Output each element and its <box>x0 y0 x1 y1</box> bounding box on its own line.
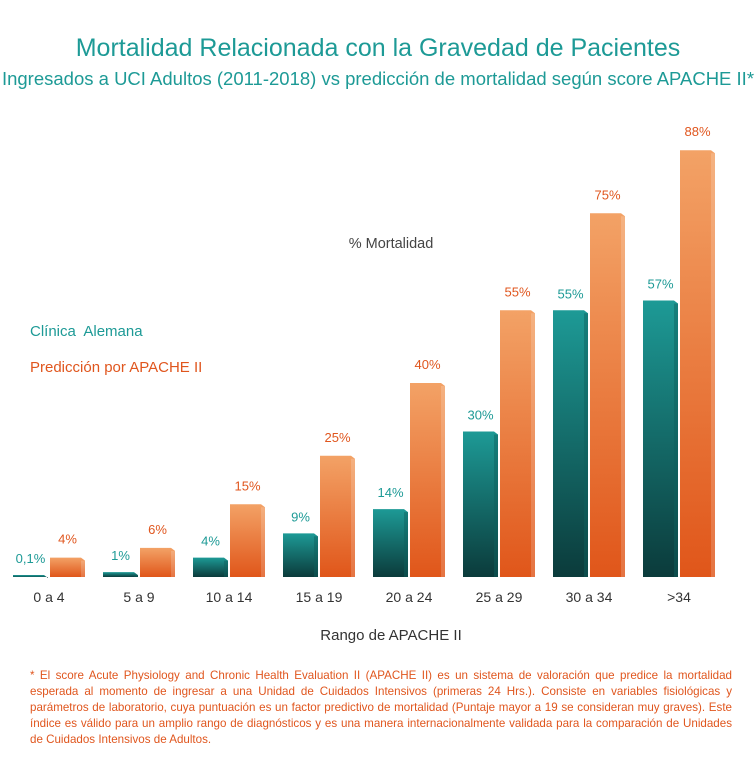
bar-prediccion-apache-7 <box>680 150 715 577</box>
chart-subtitle: Ingresados a UCI Adultos (2011-2018) vs … <box>1 68 755 89</box>
bar-side-prediccion-apache-2 <box>261 507 265 577</box>
data-label-prediccion-apache-6: 75% <box>594 187 620 202</box>
bar-side-prediccion-apache-5 <box>531 313 535 577</box>
data-label-clinica-alemana-5: 30% <box>467 408 493 423</box>
bar-clinica-alemana-2 <box>193 557 228 577</box>
bar-clinica-alemana-5 <box>463 431 498 577</box>
bar-side-clinica-alemana-1 <box>134 575 138 577</box>
bar-side-clinica-alemana-7 <box>674 303 678 577</box>
bar-prediccion-apache-4 <box>410 383 445 577</box>
bar-prediccion-apache-3 <box>320 455 355 577</box>
bar-side-clinica-alemana-6 <box>584 313 588 577</box>
bar-prediccion-apache-5 <box>500 310 535 577</box>
bar-prediccion-apache-1 <box>140 547 175 577</box>
bar-side-clinica-alemana-4 <box>404 512 408 577</box>
data-label-prediccion-apache-4: 40% <box>414 357 440 372</box>
legend-clinica-alemana: Clínica Alemana <box>30 323 143 340</box>
bar-side-prediccion-apache-4 <box>441 386 445 577</box>
data-label-clinica-alemana-0: 0,1% <box>16 551 46 566</box>
data-label-prediccion-apache-2: 15% <box>234 478 260 493</box>
bar-side-clinica-alemana-5 <box>494 434 498 577</box>
data-label-prediccion-apache-3: 25% <box>324 430 350 445</box>
data-label-prediccion-apache-7: 88% <box>684 124 710 139</box>
bar-side-prediccion-apache-6 <box>621 216 625 577</box>
x-tick-label-0: 0 a 4 <box>33 589 64 605</box>
data-label-clinica-alemana-7: 57% <box>647 277 673 292</box>
x-tick-label-7: >34 <box>667 589 691 605</box>
bar-clinica-alemana-3 <box>283 533 318 577</box>
x-tick-label-3: 15 a 19 <box>296 589 343 605</box>
bar-side-clinica-alemana-3 <box>314 536 318 577</box>
bar-clinica-alemana-6 <box>553 310 588 577</box>
bar-clinica-alemana-1 <box>103 572 138 577</box>
x-tick-label-2: 10 a 14 <box>206 589 253 605</box>
data-label-clinica-alemana-3: 9% <box>291 509 310 524</box>
bar-prediccion-apache-2 <box>230 504 265 577</box>
data-label-prediccion-apache-1: 6% <box>148 522 167 537</box>
x-tick-label-1: 5 a 9 <box>123 589 154 605</box>
bar-clinica-alemana-0 <box>13 575 48 578</box>
bar-side-prediccion-apache-7 <box>711 153 715 577</box>
chart-title: Mortalidad Relacionada con la Gravedad d… <box>75 34 681 62</box>
data-label-clinica-alemana-1: 1% <box>111 548 130 563</box>
bar-prediccion-apache-0 <box>50 557 85 577</box>
data-label-prediccion-apache-5: 55% <box>504 284 530 299</box>
bar-side-clinica-alemana-2 <box>224 560 228 577</box>
bar-clinica-alemana-4 <box>373 509 408 577</box>
footnote: * El score Acute Physiology and Chronic … <box>30 669 732 746</box>
x-axis-label: Rango de APACHE II <box>320 627 461 644</box>
bar-side-prediccion-apache-0 <box>81 560 85 577</box>
x-tick-label-4: 20 a 24 <box>386 589 433 605</box>
x-tick-label-5: 25 a 29 <box>476 589 523 605</box>
legend-prediccion-apache: Predicción por APACHE II <box>30 359 202 376</box>
bar-clinica-alemana-7 <box>643 300 678 577</box>
data-label-clinica-alemana-4: 14% <box>377 485 403 500</box>
y-axis-label: % Mortalidad <box>349 236 434 252</box>
bar-prediccion-apache-6 <box>590 213 625 577</box>
bar-side-prediccion-apache-3 <box>351 458 355 577</box>
data-label-prediccion-apache-0: 4% <box>58 532 77 547</box>
data-label-clinica-alemana-2: 4% <box>201 534 220 549</box>
bar-side-prediccion-apache-1 <box>171 550 175 577</box>
x-tick-label-6: 30 a 34 <box>566 589 613 605</box>
data-label-clinica-alemana-6: 55% <box>557 286 583 301</box>
